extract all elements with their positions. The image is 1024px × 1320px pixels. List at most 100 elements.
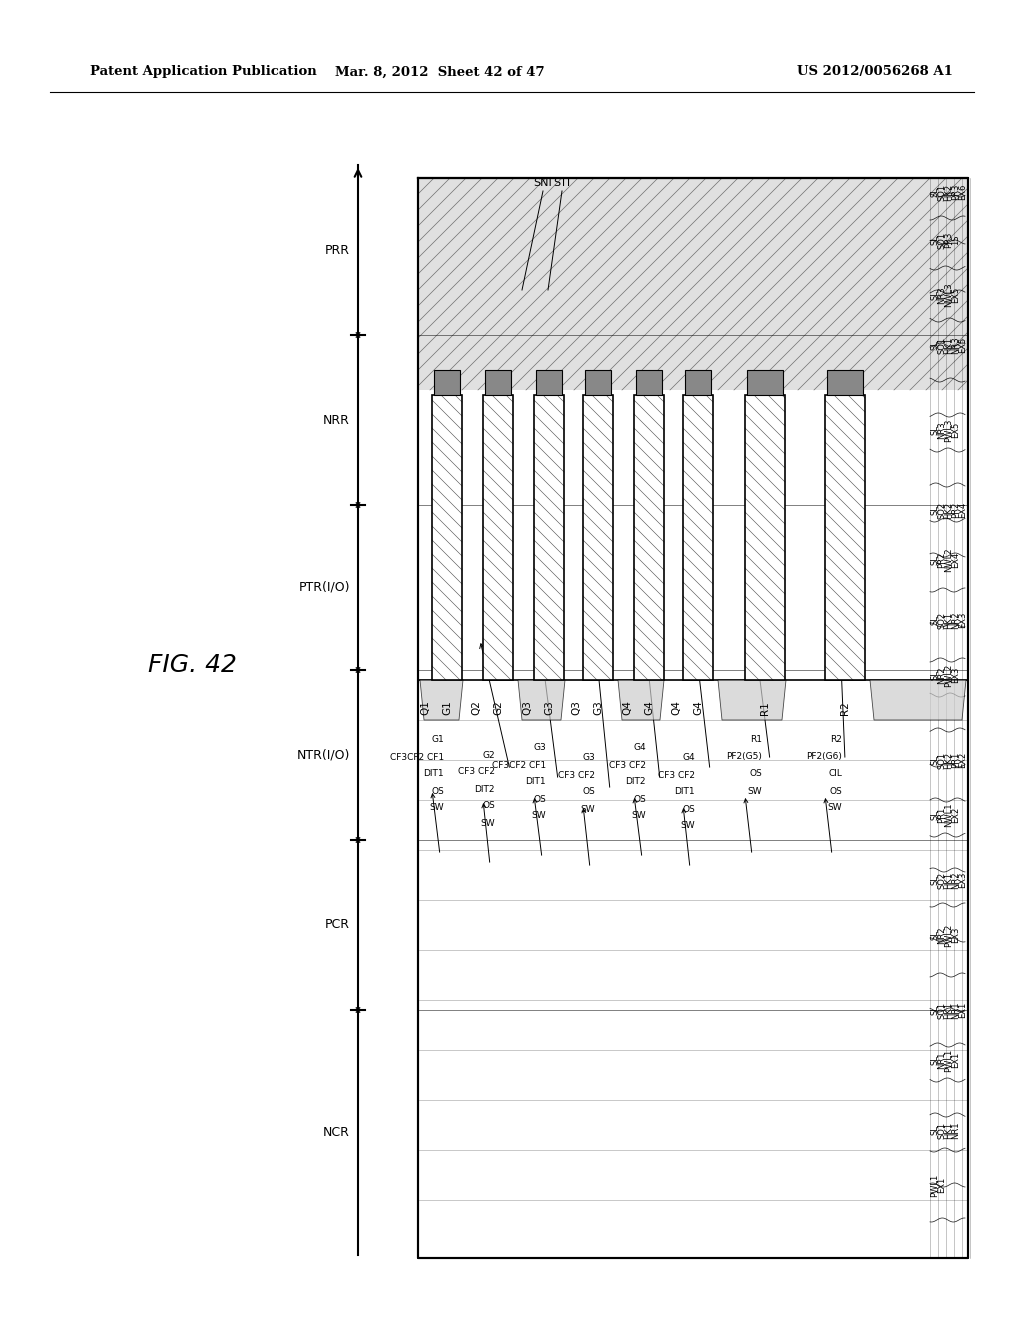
Text: DIT1: DIT1 <box>423 770 444 779</box>
Text: CF3CF2 CF1: CF3CF2 CF1 <box>390 752 444 762</box>
Text: EX1: EX1 <box>958 1002 968 1018</box>
Text: SW: SW <box>581 804 595 813</box>
Text: NTR(I/O): NTR(I/O) <box>297 748 350 762</box>
Text: SL: SL <box>931 290 939 300</box>
Text: R1: R1 <box>750 735 762 744</box>
Text: SL: SL <box>931 875 939 884</box>
Text: SL: SL <box>931 235 939 246</box>
Text: SL: SL <box>931 425 939 434</box>
Text: SL: SL <box>931 506 939 515</box>
Text: Patent Application Publication: Patent Application Publication <box>90 66 316 78</box>
Text: HK1: HK1 <box>944 337 953 354</box>
Text: G1: G1 <box>431 735 444 744</box>
Text: PR2: PR2 <box>938 552 946 568</box>
Polygon shape <box>536 370 562 395</box>
Text: NWL2: NWL2 <box>944 548 953 573</box>
Text: SO1: SO1 <box>938 1002 946 1019</box>
Polygon shape <box>483 395 513 680</box>
Text: NR3: NR3 <box>951 337 961 354</box>
Text: SL: SL <box>931 556 939 565</box>
Text: DIT2: DIT2 <box>626 777 646 787</box>
Text: PR1: PR1 <box>951 752 961 768</box>
Text: OS: OS <box>534 795 546 804</box>
Text: SL: SL <box>931 187 939 197</box>
Polygon shape <box>434 370 460 395</box>
Text: G4: G4 <box>634 743 646 752</box>
Polygon shape <box>534 395 564 680</box>
Text: NR2: NR2 <box>951 871 961 888</box>
Text: SW: SW <box>531 812 546 821</box>
Text: DIT1: DIT1 <box>525 777 546 787</box>
Text: PR3: PR3 <box>944 232 953 248</box>
Text: NWL3: NWL3 <box>944 282 953 308</box>
Text: OS: OS <box>633 795 646 804</box>
Text: G2: G2 <box>493 701 503 715</box>
Text: EX1: EX1 <box>951 1052 961 1068</box>
Text: G2: G2 <box>482 751 495 759</box>
Text: NR2: NR2 <box>951 611 961 628</box>
Text: PR2: PR2 <box>951 502 961 519</box>
Text: PF2(G6): PF2(G6) <box>806 752 842 762</box>
Text: NR3: NR3 <box>938 286 946 304</box>
Text: OS: OS <box>682 804 695 813</box>
Text: SO1: SO1 <box>938 751 946 768</box>
Text: SO1: SO1 <box>938 183 946 201</box>
Text: PWL2: PWL2 <box>944 664 953 686</box>
Text: PRR: PRR <box>325 243 350 256</box>
Text: CF3CF2 CF1: CF3CF2 CF1 <box>492 760 546 770</box>
Text: OS: OS <box>482 801 495 810</box>
Text: SL: SL <box>931 615 939 624</box>
Text: EX3: EX3 <box>951 667 961 684</box>
Text: NR1: NR1 <box>938 1051 946 1069</box>
Text: SW: SW <box>429 804 444 813</box>
Polygon shape <box>432 395 462 680</box>
Text: PWL1: PWL1 <box>944 1048 953 1072</box>
Text: DIT2: DIT2 <box>474 784 495 793</box>
Text: SO2: SO2 <box>938 502 946 519</box>
Text: EX5: EX5 <box>951 286 961 304</box>
Polygon shape <box>718 680 786 719</box>
Polygon shape <box>825 395 865 680</box>
Text: EX4: EX4 <box>958 502 968 519</box>
Text: HK1: HK1 <box>944 871 953 888</box>
Text: SW: SW <box>748 787 762 796</box>
Text: Q3: Q3 <box>571 701 581 715</box>
Text: SL: SL <box>931 341 939 350</box>
Polygon shape <box>418 178 968 389</box>
Text: HK1: HK1 <box>944 1002 953 1019</box>
Text: SW: SW <box>680 821 695 830</box>
Text: EX5: EX5 <box>951 422 961 438</box>
Polygon shape <box>683 395 713 680</box>
Text: Mar. 8, 2012  Sheet 42 of 47: Mar. 8, 2012 Sheet 42 of 47 <box>335 66 545 78</box>
Text: NCR: NCR <box>324 1126 350 1139</box>
Text: R1: R1 <box>760 701 770 715</box>
Text: SL: SL <box>931 1055 939 1065</box>
Text: DIT1: DIT1 <box>675 788 695 796</box>
Text: G3: G3 <box>534 743 546 752</box>
Text: G3: G3 <box>593 701 603 715</box>
Text: EX3: EX3 <box>951 927 961 944</box>
Text: Q3: Q3 <box>522 701 532 715</box>
Text: NR2: NR2 <box>938 667 946 684</box>
Text: EX2: EX2 <box>951 807 961 824</box>
Text: CF3 CF2: CF3 CF2 <box>558 771 595 780</box>
Text: G1: G1 <box>442 701 452 715</box>
Text: SW: SW <box>480 818 495 828</box>
Text: NR1: NR1 <box>951 1002 961 1019</box>
Polygon shape <box>420 680 463 719</box>
Text: CF3 CF2: CF3 CF2 <box>609 760 646 770</box>
Text: G4: G4 <box>644 701 654 715</box>
Polygon shape <box>870 680 966 719</box>
Text: STI: STI <box>553 178 570 187</box>
Text: SL: SL <box>931 931 939 940</box>
Text: SO1: SO1 <box>938 337 946 354</box>
Text: PWL2: PWL2 <box>944 924 953 946</box>
Polygon shape <box>685 370 711 395</box>
Text: PTR(I/O): PTR(I/O) <box>299 581 350 594</box>
Text: Q4: Q4 <box>622 701 632 715</box>
Text: FIG. 42: FIG. 42 <box>147 653 237 677</box>
Polygon shape <box>583 395 613 680</box>
Text: EX2: EX2 <box>958 752 968 768</box>
Text: OS: OS <box>829 787 842 796</box>
Text: SL: SL <box>931 671 939 680</box>
